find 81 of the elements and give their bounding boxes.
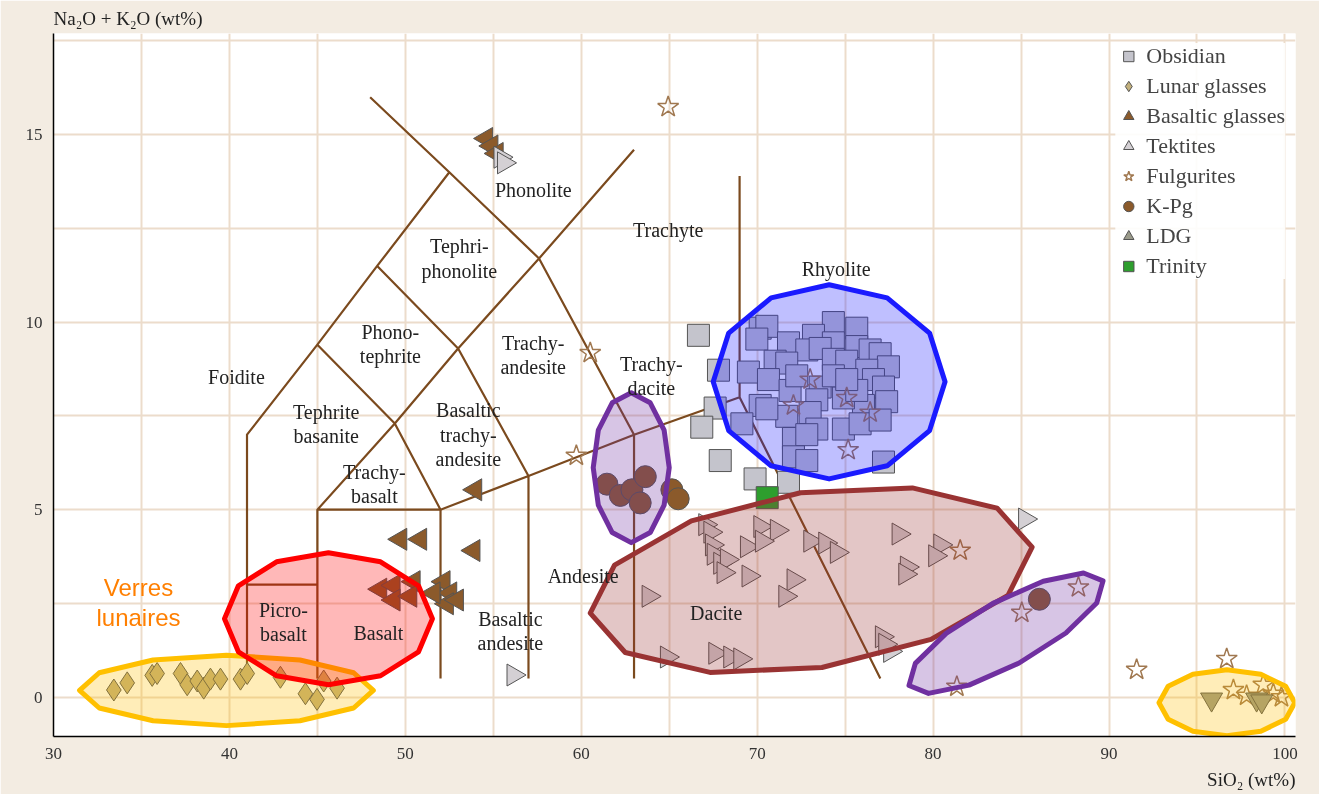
point xyxy=(690,415,714,439)
point xyxy=(1215,647,1238,669)
y-tick-label: 15 xyxy=(25,125,43,145)
point xyxy=(703,396,727,420)
point xyxy=(795,449,819,473)
point xyxy=(868,408,892,432)
point xyxy=(756,368,780,392)
legend-label: K-Pg xyxy=(1146,193,1193,219)
point xyxy=(945,674,969,697)
point xyxy=(745,327,769,351)
point xyxy=(795,423,819,447)
y-tick-label: 0 xyxy=(34,687,43,707)
y-axis-title: Na₂O + K₂O (wt%) xyxy=(53,7,203,30)
annotation: Tephri- phonolite xyxy=(421,235,498,283)
annotation: Basalt xyxy=(353,622,404,645)
x-axis-title: SiO₂ (wt%) xyxy=(1207,768,1296,791)
point xyxy=(1270,685,1293,707)
point xyxy=(272,665,289,689)
annotation: Trachyte xyxy=(632,218,704,242)
annotation: Phonolite xyxy=(494,178,572,201)
x-tick-label: 60 xyxy=(572,743,590,763)
annotation: Picro- basalt xyxy=(258,599,308,646)
legend-label: Fulgurites xyxy=(1146,163,1236,189)
annotation: Phono- tephrite xyxy=(359,321,422,369)
point xyxy=(212,667,229,691)
point xyxy=(1010,601,1033,623)
point xyxy=(628,491,652,515)
x-tick-label: 30 xyxy=(45,743,62,763)
x-tick-label: 100 xyxy=(1272,743,1298,763)
point xyxy=(736,360,760,384)
point xyxy=(835,368,859,392)
point xyxy=(836,438,860,460)
point xyxy=(315,669,332,693)
point xyxy=(743,467,767,491)
annotation: Tephrite basanite xyxy=(293,400,360,447)
point xyxy=(785,364,809,388)
y-tick-label: 5 xyxy=(34,500,43,520)
point xyxy=(1235,683,1258,706)
point xyxy=(948,538,972,561)
annotation: Trachy- andesite xyxy=(500,332,567,379)
point xyxy=(708,449,732,473)
annotation: Rhyolite xyxy=(801,258,871,282)
y-tick-label: 10 xyxy=(25,312,43,332)
x-tick-label: 50 xyxy=(396,743,414,763)
point xyxy=(1222,678,1245,700)
point xyxy=(730,412,754,436)
point xyxy=(239,662,256,686)
x-tick-label: 70 xyxy=(748,743,766,763)
legend-label: Lunar glasses xyxy=(1146,73,1267,99)
legend-label: LDG xyxy=(1146,223,1192,249)
annotation: Verres lunaires xyxy=(96,573,181,631)
point xyxy=(579,341,602,363)
point xyxy=(633,465,657,489)
point xyxy=(777,470,800,494)
point xyxy=(706,358,730,382)
point xyxy=(858,400,882,423)
legend-label: Tektites xyxy=(1146,133,1216,159)
point xyxy=(798,367,822,390)
x-tick-label: 80 xyxy=(924,743,942,763)
point xyxy=(565,443,588,466)
annotation: Foidite xyxy=(208,366,265,389)
annotation: Dacite xyxy=(690,602,743,625)
point xyxy=(755,486,779,510)
legend-label: Basaltic glasses xyxy=(1146,103,1285,129)
annotation: Trachy- dacite xyxy=(619,353,683,400)
point xyxy=(666,487,690,511)
point xyxy=(755,397,779,421)
point xyxy=(1125,658,1148,680)
point xyxy=(871,450,895,474)
point xyxy=(297,682,314,706)
point xyxy=(1067,575,1090,597)
point xyxy=(686,323,710,347)
x-tick-label: 40 xyxy=(220,743,238,763)
point xyxy=(119,671,136,695)
point xyxy=(1027,587,1051,611)
x-tick-label: 90 xyxy=(1100,743,1118,763)
legend-label: Obsidian xyxy=(1146,43,1226,69)
point xyxy=(782,393,805,416)
point xyxy=(1262,682,1285,704)
point xyxy=(656,95,680,117)
legend-label: Trinity xyxy=(1146,253,1207,279)
